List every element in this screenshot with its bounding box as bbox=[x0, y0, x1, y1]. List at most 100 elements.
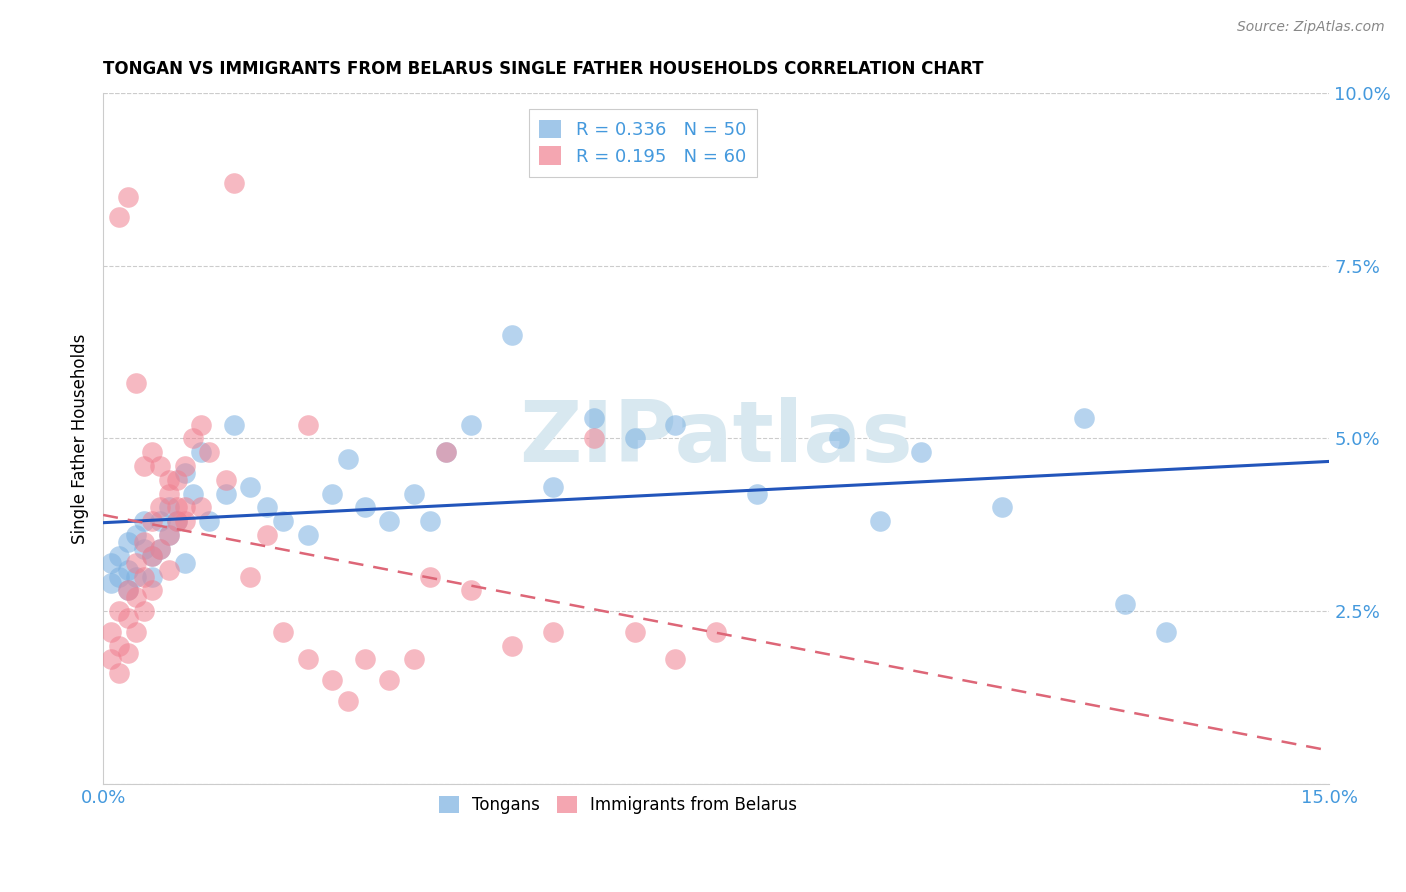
Point bbox=[460, 417, 482, 432]
Point bbox=[271, 514, 294, 528]
Point bbox=[125, 528, 148, 542]
Point bbox=[173, 458, 195, 473]
Point bbox=[321, 673, 343, 687]
Point bbox=[215, 486, 238, 500]
Point bbox=[141, 549, 163, 563]
Point bbox=[117, 583, 139, 598]
Point bbox=[100, 556, 122, 570]
Point bbox=[100, 576, 122, 591]
Point bbox=[747, 486, 769, 500]
Point bbox=[132, 541, 155, 556]
Point bbox=[402, 652, 425, 666]
Text: ZIPatlas: ZIPatlas bbox=[519, 397, 912, 480]
Point bbox=[173, 556, 195, 570]
Point bbox=[321, 486, 343, 500]
Point bbox=[100, 652, 122, 666]
Point bbox=[239, 480, 262, 494]
Point bbox=[239, 569, 262, 583]
Point bbox=[501, 327, 523, 342]
Point bbox=[132, 535, 155, 549]
Point bbox=[664, 652, 686, 666]
Point bbox=[181, 486, 204, 500]
Point bbox=[117, 189, 139, 203]
Point bbox=[141, 514, 163, 528]
Point bbox=[166, 514, 188, 528]
Point bbox=[436, 445, 458, 459]
Point bbox=[100, 624, 122, 639]
Point bbox=[166, 473, 188, 487]
Point bbox=[132, 458, 155, 473]
Text: TONGAN VS IMMIGRANTS FROM BELARUS SINGLE FATHER HOUSEHOLDS CORRELATION CHART: TONGAN VS IMMIGRANTS FROM BELARUS SINGLE… bbox=[103, 60, 984, 78]
Point bbox=[402, 486, 425, 500]
Point bbox=[157, 563, 180, 577]
Point bbox=[166, 500, 188, 515]
Point bbox=[222, 417, 245, 432]
Point bbox=[378, 673, 401, 687]
Point bbox=[869, 514, 891, 528]
Text: Source: ZipAtlas.com: Source: ZipAtlas.com bbox=[1237, 20, 1385, 34]
Point bbox=[166, 514, 188, 528]
Point bbox=[108, 211, 131, 225]
Point bbox=[157, 528, 180, 542]
Point bbox=[460, 583, 482, 598]
Point bbox=[125, 591, 148, 605]
Point bbox=[108, 666, 131, 681]
Point bbox=[141, 583, 163, 598]
Point bbox=[582, 410, 605, 425]
Point bbox=[149, 500, 172, 515]
Point bbox=[501, 639, 523, 653]
Point bbox=[117, 646, 139, 660]
Point bbox=[125, 556, 148, 570]
Point bbox=[222, 176, 245, 190]
Point bbox=[704, 624, 727, 639]
Point bbox=[1154, 624, 1177, 639]
Point bbox=[173, 466, 195, 480]
Point bbox=[378, 514, 401, 528]
Point bbox=[271, 624, 294, 639]
Point bbox=[297, 528, 319, 542]
Point bbox=[157, 528, 180, 542]
Point bbox=[149, 541, 172, 556]
Point bbox=[215, 473, 238, 487]
Point bbox=[353, 500, 375, 515]
Point bbox=[157, 500, 180, 515]
Point bbox=[337, 452, 360, 467]
Point bbox=[149, 541, 172, 556]
Point bbox=[419, 514, 441, 528]
Point bbox=[623, 431, 645, 445]
Point bbox=[149, 458, 172, 473]
Point bbox=[132, 569, 155, 583]
Point bbox=[141, 445, 163, 459]
Point bbox=[828, 431, 851, 445]
Point bbox=[623, 624, 645, 639]
Point bbox=[117, 535, 139, 549]
Point bbox=[141, 569, 163, 583]
Point bbox=[173, 500, 195, 515]
Point bbox=[198, 514, 221, 528]
Point bbox=[117, 583, 139, 598]
Point bbox=[141, 549, 163, 563]
Point bbox=[125, 624, 148, 639]
Point bbox=[157, 473, 180, 487]
Point bbox=[125, 376, 148, 391]
Point bbox=[664, 417, 686, 432]
Point bbox=[173, 514, 195, 528]
Y-axis label: Single Father Households: Single Father Households bbox=[72, 334, 89, 543]
Legend: Tongans, Immigrants from Belarus: Tongans, Immigrants from Belarus bbox=[429, 786, 807, 823]
Point bbox=[132, 604, 155, 618]
Point bbox=[108, 639, 131, 653]
Point bbox=[991, 500, 1014, 515]
Point bbox=[108, 604, 131, 618]
Point bbox=[256, 528, 278, 542]
Point bbox=[337, 694, 360, 708]
Point bbox=[582, 431, 605, 445]
Point bbox=[157, 486, 180, 500]
Point bbox=[256, 500, 278, 515]
Point bbox=[117, 563, 139, 577]
Point bbox=[181, 431, 204, 445]
Point bbox=[541, 624, 564, 639]
Point bbox=[419, 569, 441, 583]
Point bbox=[108, 569, 131, 583]
Point bbox=[132, 514, 155, 528]
Point bbox=[297, 652, 319, 666]
